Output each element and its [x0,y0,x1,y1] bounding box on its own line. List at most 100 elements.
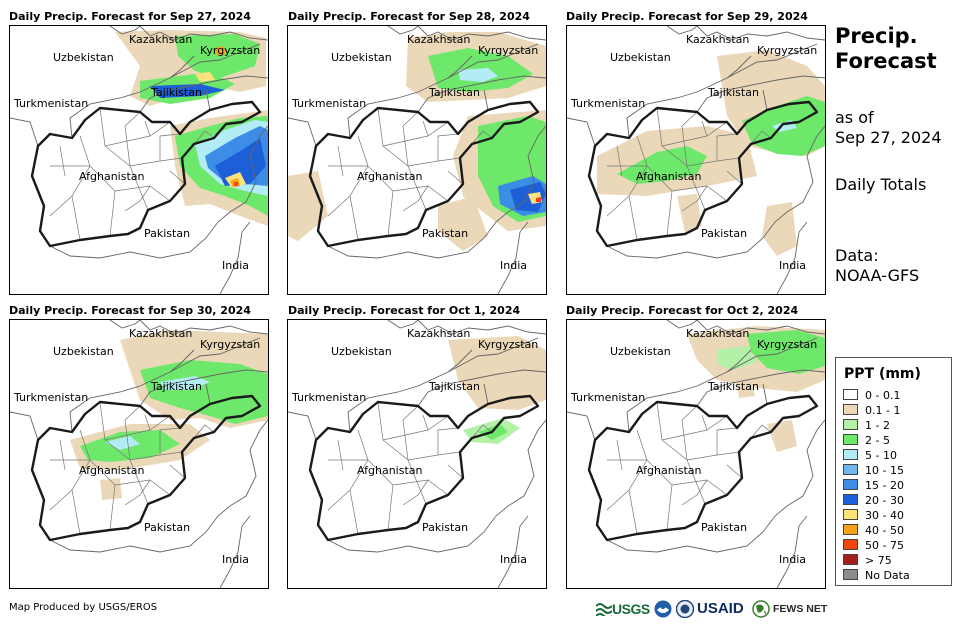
map-panel-1: Kazakhstan Kyrgyzstan Uzbekistan Tajikistan… [9,25,269,295]
country-border [626,337,818,433]
country-label-turkmenistan: Turkmenistan [571,97,646,110]
country-border [109,26,141,35]
district-boundary [402,185,429,212]
district-boundary [616,439,623,471]
country-label-afghanistan: Afghanistan [636,170,702,183]
daily-totals-label: Daily Totals [835,175,927,194]
precip-layer [288,32,546,251]
precip-patch [510,182,546,212]
country-border [467,325,546,335]
country-label-uzbekistan: Uzbekistan [331,51,392,64]
panel-title-3: Daily Precip. Forecast for Sep 29, 2024 [566,10,808,23]
precip-layer [115,30,268,226]
district-boundary [716,133,738,161]
district-boundary [349,429,369,535]
country-border [696,369,825,407]
country-label-kazakhstan: Kazakhstan [129,327,193,340]
legend-swatch [843,539,858,550]
country-border [10,411,39,441]
data-source: Data: NOAA-GFS [835,246,919,286]
country-label-india: India [779,553,806,566]
district-boundary [124,479,151,506]
district-boundary [681,405,698,461]
country-border [139,26,191,41]
country-border [776,515,808,588]
district-boundary [59,145,66,177]
precip-patch [747,330,825,374]
afghanistan-border [308,100,540,248]
legend-item: 10 - 15 [843,464,904,477]
district-boundary [750,130,772,145]
dhs-seal [675,599,695,619]
country-label-turkmenistan: Turkmenistan [292,97,367,110]
country-border [696,320,748,335]
map-panel-5: Kazakhstan Kyrgyzstan Uzbekistan Tajikistan… [287,319,547,589]
country-label-turkmenistan: Turkmenistan [292,391,367,404]
country-border [417,26,469,41]
district-boundary [686,451,740,461]
district-boundary [159,427,181,455]
legend-label: 2 - 5 [865,434,890,447]
country-border [139,320,191,335]
country-border [219,515,251,588]
district-boundary [392,479,449,496]
country-border [205,383,211,405]
legend-swatch [843,479,858,490]
district-boundary [49,195,73,217]
legend-item: No Data [843,569,910,582]
legend-swatch [843,554,858,565]
country-label-pakistan: Pakistan [701,227,748,240]
afghanistan-border [587,100,819,248]
district-boundary [49,489,73,511]
country-border [606,125,825,259]
as-of-value: Sep 27, 2024 [835,128,942,147]
usgs-wave-icon [596,603,612,616]
district-boundary [422,120,429,137]
country-border [776,221,808,294]
noaa-seal-icon [654,600,672,618]
precip-patch [762,202,797,256]
district-boundary [402,479,429,506]
district-boundary [471,130,493,145]
district-boundary [71,429,91,535]
noaa-logo [654,600,672,618]
country-label-uzbekistan: Uzbekistan [610,51,671,64]
district-boundary [402,111,419,167]
country-label-india: India [500,553,527,566]
precip-patch [215,46,226,56]
district-boundary [422,414,429,431]
country-label-pakistan: Pakistan [144,521,191,534]
country-border [467,31,546,41]
country-border [189,325,268,335]
country-border [327,125,546,259]
country-border [288,117,317,147]
district-boundary [606,489,630,511]
country-label-turkmenistan: Turkmenistan [14,391,89,404]
district-boundary [169,170,186,185]
footer-credit: Map Produced by USGS/EROS [9,602,158,613]
map-panel-6: Kazakhstan Kyrgyzstan Uzbekistan Tajikistan… [566,319,826,589]
country-border [417,75,546,113]
country-border [726,55,752,79]
legend: PPT (mm) 0 - 0.1 0.1 - 1 1 - 2 2 - 5 5 - 10 1… [835,357,952,586]
country-border [666,320,698,329]
legend-label: 15 - 20 [865,479,904,492]
map-canvas [567,320,825,588]
legend-label: 1 - 2 [865,419,890,432]
country-border [696,26,748,41]
panel-title-4: Daily Precip. Forecast for Sep 30, 2024 [9,304,251,317]
legend-label: 5 - 10 [865,449,897,462]
country-border [219,221,251,294]
district-boundary [616,145,623,177]
country-border [567,117,596,147]
district-boundary [392,185,449,202]
country-label-afghanistan: Afghanistan [79,170,145,183]
district-boundary [337,145,344,177]
district-boundary [129,157,183,167]
country-border [666,26,698,35]
country-border [347,43,539,139]
legend-swatch [843,404,858,415]
country-border [567,411,596,441]
district-boundary [606,195,630,217]
country-border [417,369,546,407]
